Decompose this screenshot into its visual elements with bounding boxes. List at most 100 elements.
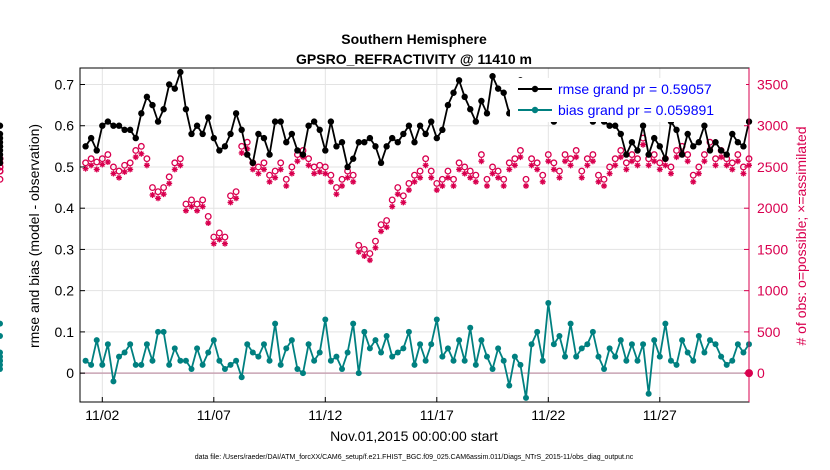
obs-possible-point — [366, 250, 374, 258]
obs-assimilated-point — [182, 207, 189, 214]
obs-assimilated-point — [444, 174, 451, 181]
bias-point — [567, 320, 574, 327]
rmse-point — [138, 110, 145, 117]
rmse-point — [216, 147, 223, 154]
obs-assimilated-point — [545, 158, 552, 165]
obs-possible-point — [271, 167, 279, 175]
rmse-point — [0, 159, 4, 167]
obs-assimilated-point — [584, 162, 591, 169]
bias-point — [662, 320, 669, 327]
obs-possible-point — [277, 159, 285, 167]
rmse-point — [740, 143, 747, 150]
obs-possible-point — [634, 155, 641, 163]
obs-assimilated-point — [121, 168, 128, 175]
obs-possible-point — [215, 229, 223, 237]
bias-point — [723, 361, 730, 368]
bias-point — [701, 349, 708, 356]
rmse-point — [383, 143, 390, 150]
bias-point — [517, 361, 524, 368]
rmse-point — [612, 122, 619, 129]
obs-assimilated-point — [628, 158, 635, 165]
bias-point — [534, 328, 541, 335]
bias-point — [88, 361, 95, 368]
obs-possible-point — [254, 163, 262, 171]
obs-possible-point — [232, 188, 240, 196]
obs-possible-point — [578, 167, 586, 175]
obs-possible-point — [0, 175, 4, 183]
obs-possible-point — [455, 159, 463, 167]
obs-assimilated-point — [690, 178, 697, 185]
obs-assimilated-point — [160, 191, 167, 198]
obs-possible-point — [500, 175, 508, 183]
obs-assimilated-point — [260, 166, 267, 173]
rmse-point — [82, 143, 89, 150]
obs-possible-point — [505, 159, 513, 167]
rmse-point — [338, 139, 346, 146]
obs-possible-point — [305, 155, 313, 163]
rmse-point — [0, 143, 4, 150]
obs-possible-point — [572, 147, 580, 154]
obs-assimilated-point — [166, 180, 173, 187]
rmse-point — [394, 139, 401, 146]
obs-possible-point — [188, 196, 195, 204]
obs-possible-point — [0, 163, 4, 171]
obs-possible-point — [695, 163, 703, 171]
bias-point — [104, 341, 111, 348]
bias-point — [116, 353, 123, 360]
obs-possible-point — [115, 167, 123, 175]
bias-point — [110, 378, 117, 385]
bias-point — [277, 361, 284, 368]
bias-point — [589, 328, 596, 335]
bias-point — [734, 341, 741, 348]
rmse-point — [416, 122, 424, 129]
rmse-point — [0, 151, 4, 158]
obs-possible-point — [650, 151, 658, 159]
obs-assimilated-point — [277, 166, 284, 173]
rmse-point — [695, 139, 703, 146]
bias-point — [506, 382, 513, 389]
obs-assimilated-point — [617, 154, 624, 161]
rmse-point — [478, 97, 485, 105]
bias-point — [272, 320, 279, 327]
rmse-point — [355, 139, 362, 146]
obs-possible-point — [199, 196, 207, 204]
rmse-point — [483, 110, 491, 117]
obs-possible-point — [477, 151, 485, 159]
bias-point — [260, 341, 267, 348]
rmse-point — [734, 139, 742, 146]
bias-point — [344, 349, 351, 356]
bias-point — [667, 357, 674, 364]
obs-assimilated-point — [417, 174, 424, 181]
y-tick-label: 0.5 — [55, 159, 75, 175]
obs-assimilated-point — [556, 174, 563, 181]
bias-point — [216, 357, 223, 364]
obs-assimilated-point — [500, 182, 507, 189]
bias-point — [428, 341, 435, 348]
obs-possible-point — [411, 171, 418, 179]
obs-assimilated-point — [238, 149, 245, 156]
obs-assimilated-point — [467, 174, 474, 181]
rmse-point — [361, 139, 368, 146]
chart-subtitle: GPSRO_REFRACTIVITY @ 11410 m — [296, 51, 532, 67]
obs-assimilated-point — [171, 166, 178, 173]
obs-assimilated-point — [645, 162, 652, 169]
obs-assimilated-point — [439, 182, 446, 189]
obs-possible-point — [260, 159, 268, 167]
obs-assimilated-point — [177, 162, 184, 169]
obs-possible-point — [266, 171, 273, 179]
bias-point — [539, 357, 546, 364]
bias-point — [177, 357, 184, 364]
obs-possible-point — [427, 167, 435, 175]
rmse-point — [690, 143, 697, 150]
bias-point — [205, 349, 212, 356]
obs-assimilated-point — [428, 174, 435, 181]
rmse-point — [177, 68, 184, 76]
obs-possible-point — [700, 151, 708, 159]
obs-possible-point — [422, 155, 430, 163]
bias-point — [640, 341, 647, 348]
obs-possible-point — [656, 159, 664, 167]
bias-point — [556, 333, 563, 340]
bias-point — [584, 341, 591, 348]
obs-possible-point — [355, 241, 363, 249]
obs-possible-point — [377, 221, 385, 229]
